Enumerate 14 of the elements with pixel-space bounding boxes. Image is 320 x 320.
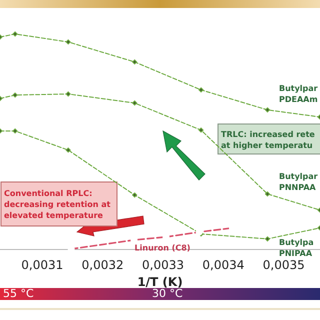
series-label: Linuron (C8): [134, 243, 190, 252]
x-tick-label: 0,0031: [21, 258, 64, 272]
series-label: Butylpa PNIPAA: [278, 238, 314, 258]
x-tick-label: 0,0032: [82, 258, 124, 272]
annotation: Conventional RPLC: decreasing retention at elevated temperature: [4, 189, 111, 220]
x-tick-label: 0,0035: [262, 258, 305, 272]
annotation: TRLC: increased rete at higher temperatu: [221, 130, 316, 150]
series-label: Butylpar PDEAAm: [278, 84, 318, 104]
x-tick-label: 0,0034: [202, 258, 244, 272]
x-tick-label: 0,0033: [142, 258, 184, 272]
text: 55 °C: [3, 287, 34, 300]
x-axis-title: 1/T (K): [137, 274, 183, 289]
text: 30 °C: [152, 287, 183, 300]
series-label: Butylpar PNNPAA: [278, 172, 318, 192]
